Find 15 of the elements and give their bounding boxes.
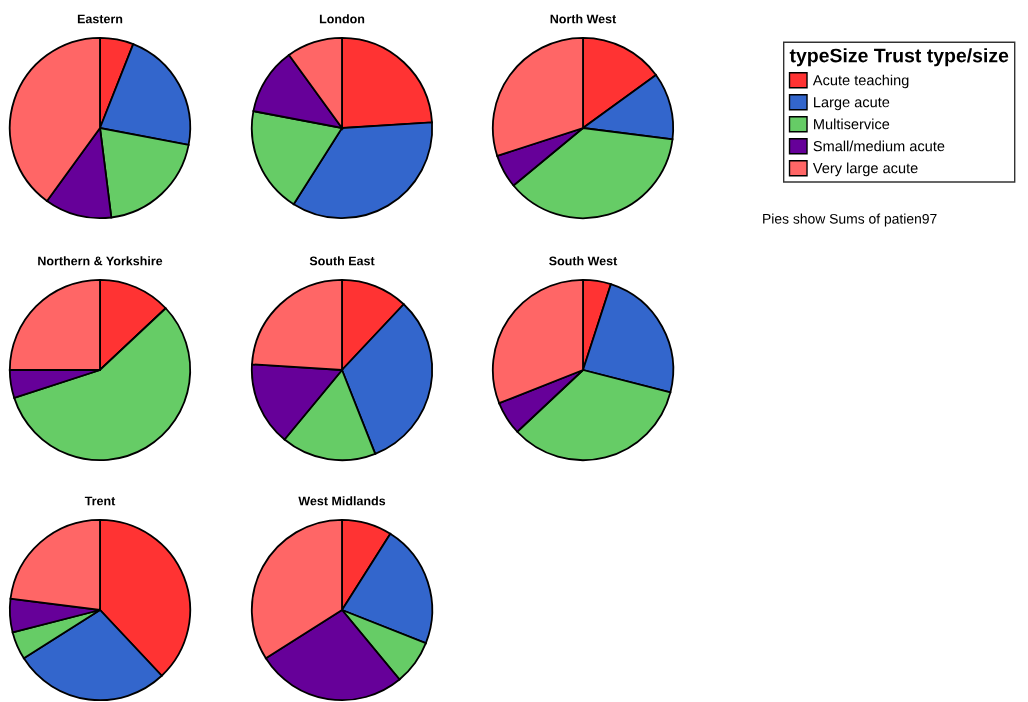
- chart-title: South East: [309, 256, 375, 266]
- text: Pies show Sums of patien97: [763, 213, 937, 227]
- chart-title: Trent: [84, 496, 116, 506]
- legend-label: Acute teaching: [812, 74, 909, 89]
- chart-title: Eastern: [77, 14, 123, 24]
- legend-label: Large acute: [814, 97, 890, 111]
- chart-title: London: [319, 14, 365, 24]
- legend-label: Very large acute: [812, 162, 918, 177]
- legend-label: Multiservice: [814, 118, 890, 130]
- chart-title: West Midlands: [298, 496, 386, 506]
- chart-title: North West: [550, 14, 617, 24]
- legend-title: typeSize Trust type/size: [789, 48, 1009, 67]
- chart-title: Northern & Yorkshire: [38, 256, 163, 266]
- chart-title: South West: [549, 256, 618, 266]
- legend-label: Small/medium acute: [813, 140, 945, 152]
